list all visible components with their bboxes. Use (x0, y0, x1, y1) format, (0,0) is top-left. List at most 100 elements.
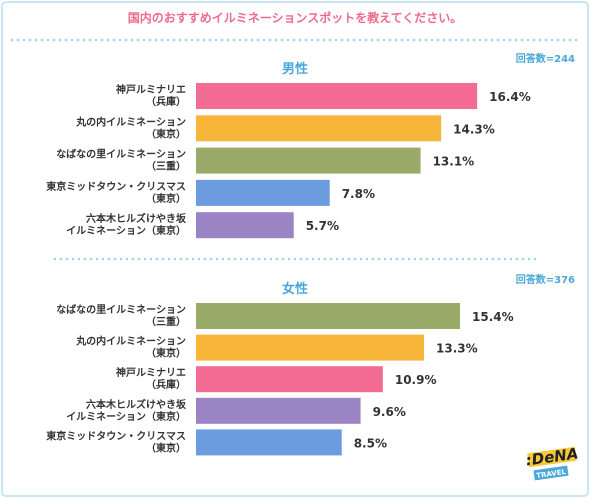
separator-dot (388, 38, 392, 42)
separator-dot (220, 38, 224, 42)
separator-dot (203, 257, 207, 261)
separator-dot (352, 38, 356, 42)
separator-dot (430, 38, 434, 42)
category-label: （東京） (146, 192, 186, 205)
category-label: なばなの里イルミネーション (56, 303, 186, 316)
separator-dot (413, 257, 417, 261)
separator-dot (130, 38, 134, 42)
data-label: 5.7% (306, 219, 339, 233)
separator-dot (70, 38, 74, 42)
separator-dot (160, 38, 164, 42)
separator-dot (64, 38, 68, 42)
category-label: イルミネーション（東京） (66, 224, 186, 237)
separator-dot (550, 38, 554, 42)
respondent-count: 回答数=376 (516, 273, 575, 286)
separator-dot (490, 38, 494, 42)
separator-dot (101, 257, 105, 261)
separator-dot (136, 38, 140, 42)
category-label: 神戸ルミナリエ (116, 83, 186, 96)
separator-dot (304, 38, 308, 42)
separator-dot (496, 38, 500, 42)
data-label: 13.3% (436, 342, 478, 356)
separator-dot (53, 257, 57, 261)
separator-dot (245, 257, 249, 261)
separator-dot (425, 257, 429, 261)
separator-dot (167, 257, 171, 261)
separator-dot (460, 38, 464, 42)
separator-dot (532, 38, 536, 42)
separator-dot (59, 257, 63, 261)
separator-dot (131, 257, 135, 261)
category-label: （兵庫） (146, 378, 186, 391)
separator-dot (191, 257, 195, 261)
separator-dot (371, 257, 375, 261)
bar (196, 303, 460, 329)
separator-dot (185, 257, 189, 261)
separator-dot (461, 257, 465, 261)
separator-dot (148, 38, 152, 42)
separator-dot (275, 257, 279, 261)
separator-dot (172, 38, 176, 42)
separator-dot (502, 38, 506, 42)
separator-dot (317, 257, 321, 261)
separator-dot (418, 38, 422, 42)
separator-dot (472, 38, 476, 42)
separator-dot (196, 38, 200, 42)
separator-dot (340, 38, 344, 42)
separator-dot (143, 257, 147, 261)
separator-dot (298, 38, 302, 42)
separator-dot (376, 38, 380, 42)
separator-dot (436, 38, 440, 42)
separator-dot (526, 38, 530, 42)
separator-dot (40, 38, 44, 42)
category-label: （東京） (146, 347, 186, 360)
respondent-count: 回答数=244 (516, 52, 575, 65)
separator-dot (419, 257, 423, 261)
separator-dot (401, 257, 405, 261)
separator-dot (274, 38, 278, 42)
separator-dot (347, 257, 351, 261)
separator-dot (311, 257, 315, 261)
category-label: なばなの里イルミネーション (56, 148, 186, 161)
separator-dot (166, 38, 170, 42)
separator-dot (299, 257, 303, 261)
separator-dot (508, 38, 512, 42)
separator-dot (238, 38, 242, 42)
separator-dot (233, 257, 237, 261)
separator-dot (467, 257, 471, 261)
separator-dot (149, 257, 153, 261)
separator-dot (46, 38, 50, 42)
separator-dot (287, 257, 291, 261)
separator-dot (353, 257, 357, 261)
logo-background (527, 446, 577, 468)
separator-dot (281, 257, 285, 261)
separator-dot (370, 38, 374, 42)
separator-dot (544, 38, 548, 42)
separator-dot (334, 38, 338, 42)
separator-dot (269, 257, 273, 261)
separator-dot (257, 257, 261, 261)
separator-dot (161, 257, 165, 261)
separator-dot (382, 38, 386, 42)
separator-dot (262, 38, 266, 42)
separator-dot (568, 38, 572, 42)
separator-dot (83, 257, 87, 261)
separator-dot (179, 257, 183, 261)
separator-dot (89, 257, 93, 261)
separator-dot (449, 257, 453, 261)
separator-dot (118, 38, 122, 42)
separator-dot (227, 257, 231, 261)
logo-brand: :DeNA (525, 444, 580, 469)
separator-dot (497, 257, 501, 261)
separator-dot (226, 38, 230, 42)
separator-dot (316, 38, 320, 42)
bar (196, 115, 442, 142)
separator-dot (221, 257, 225, 261)
data-label: 9.6% (373, 405, 406, 419)
category-label: （三重） (146, 315, 186, 328)
separator-dot (431, 257, 435, 261)
separator-dot (106, 38, 110, 42)
separator-dot (137, 257, 141, 261)
